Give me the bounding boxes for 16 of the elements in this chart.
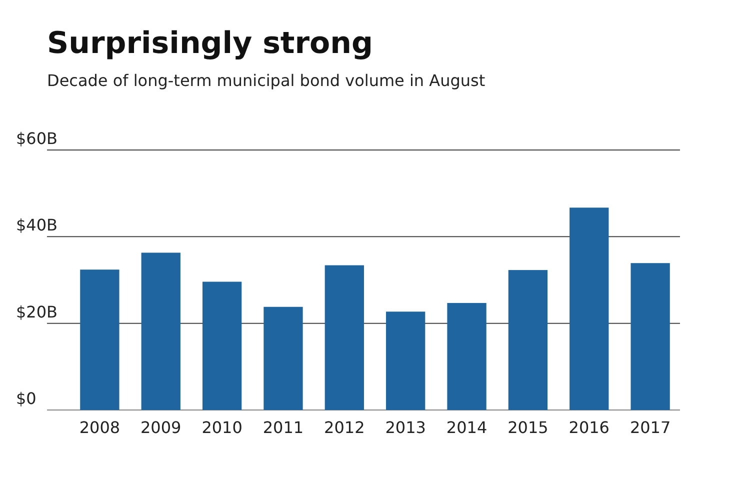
y-tick-label: $40B [16, 216, 58, 235]
y-tick-label: $0 [16, 389, 36, 408]
x-tick-label: 2014 [446, 418, 488, 437]
x-tick-label: 2015 [508, 418, 548, 437]
x-tick-label: 2011 [262, 418, 304, 437]
x-tick-label: 2009 [140, 418, 182, 437]
chart-title: Surprisingly strong [47, 26, 374, 61]
y-tick-label: $20B [16, 302, 58, 322]
x-tick-label: 2017 [630, 418, 671, 437]
chart-subtitle: Decade of long-term municipal bond volume in August [47, 71, 486, 90]
x-tick-label: 2008 [79, 418, 120, 437]
x-tick-label: 2010 [202, 418, 242, 437]
y-tick-label: $60B [16, 129, 58, 148]
x-tick-label: 2016 [568, 418, 610, 437]
x-tick-label: 2013 [385, 418, 426, 437]
x-tick-label: 2012 [324, 418, 365, 437]
